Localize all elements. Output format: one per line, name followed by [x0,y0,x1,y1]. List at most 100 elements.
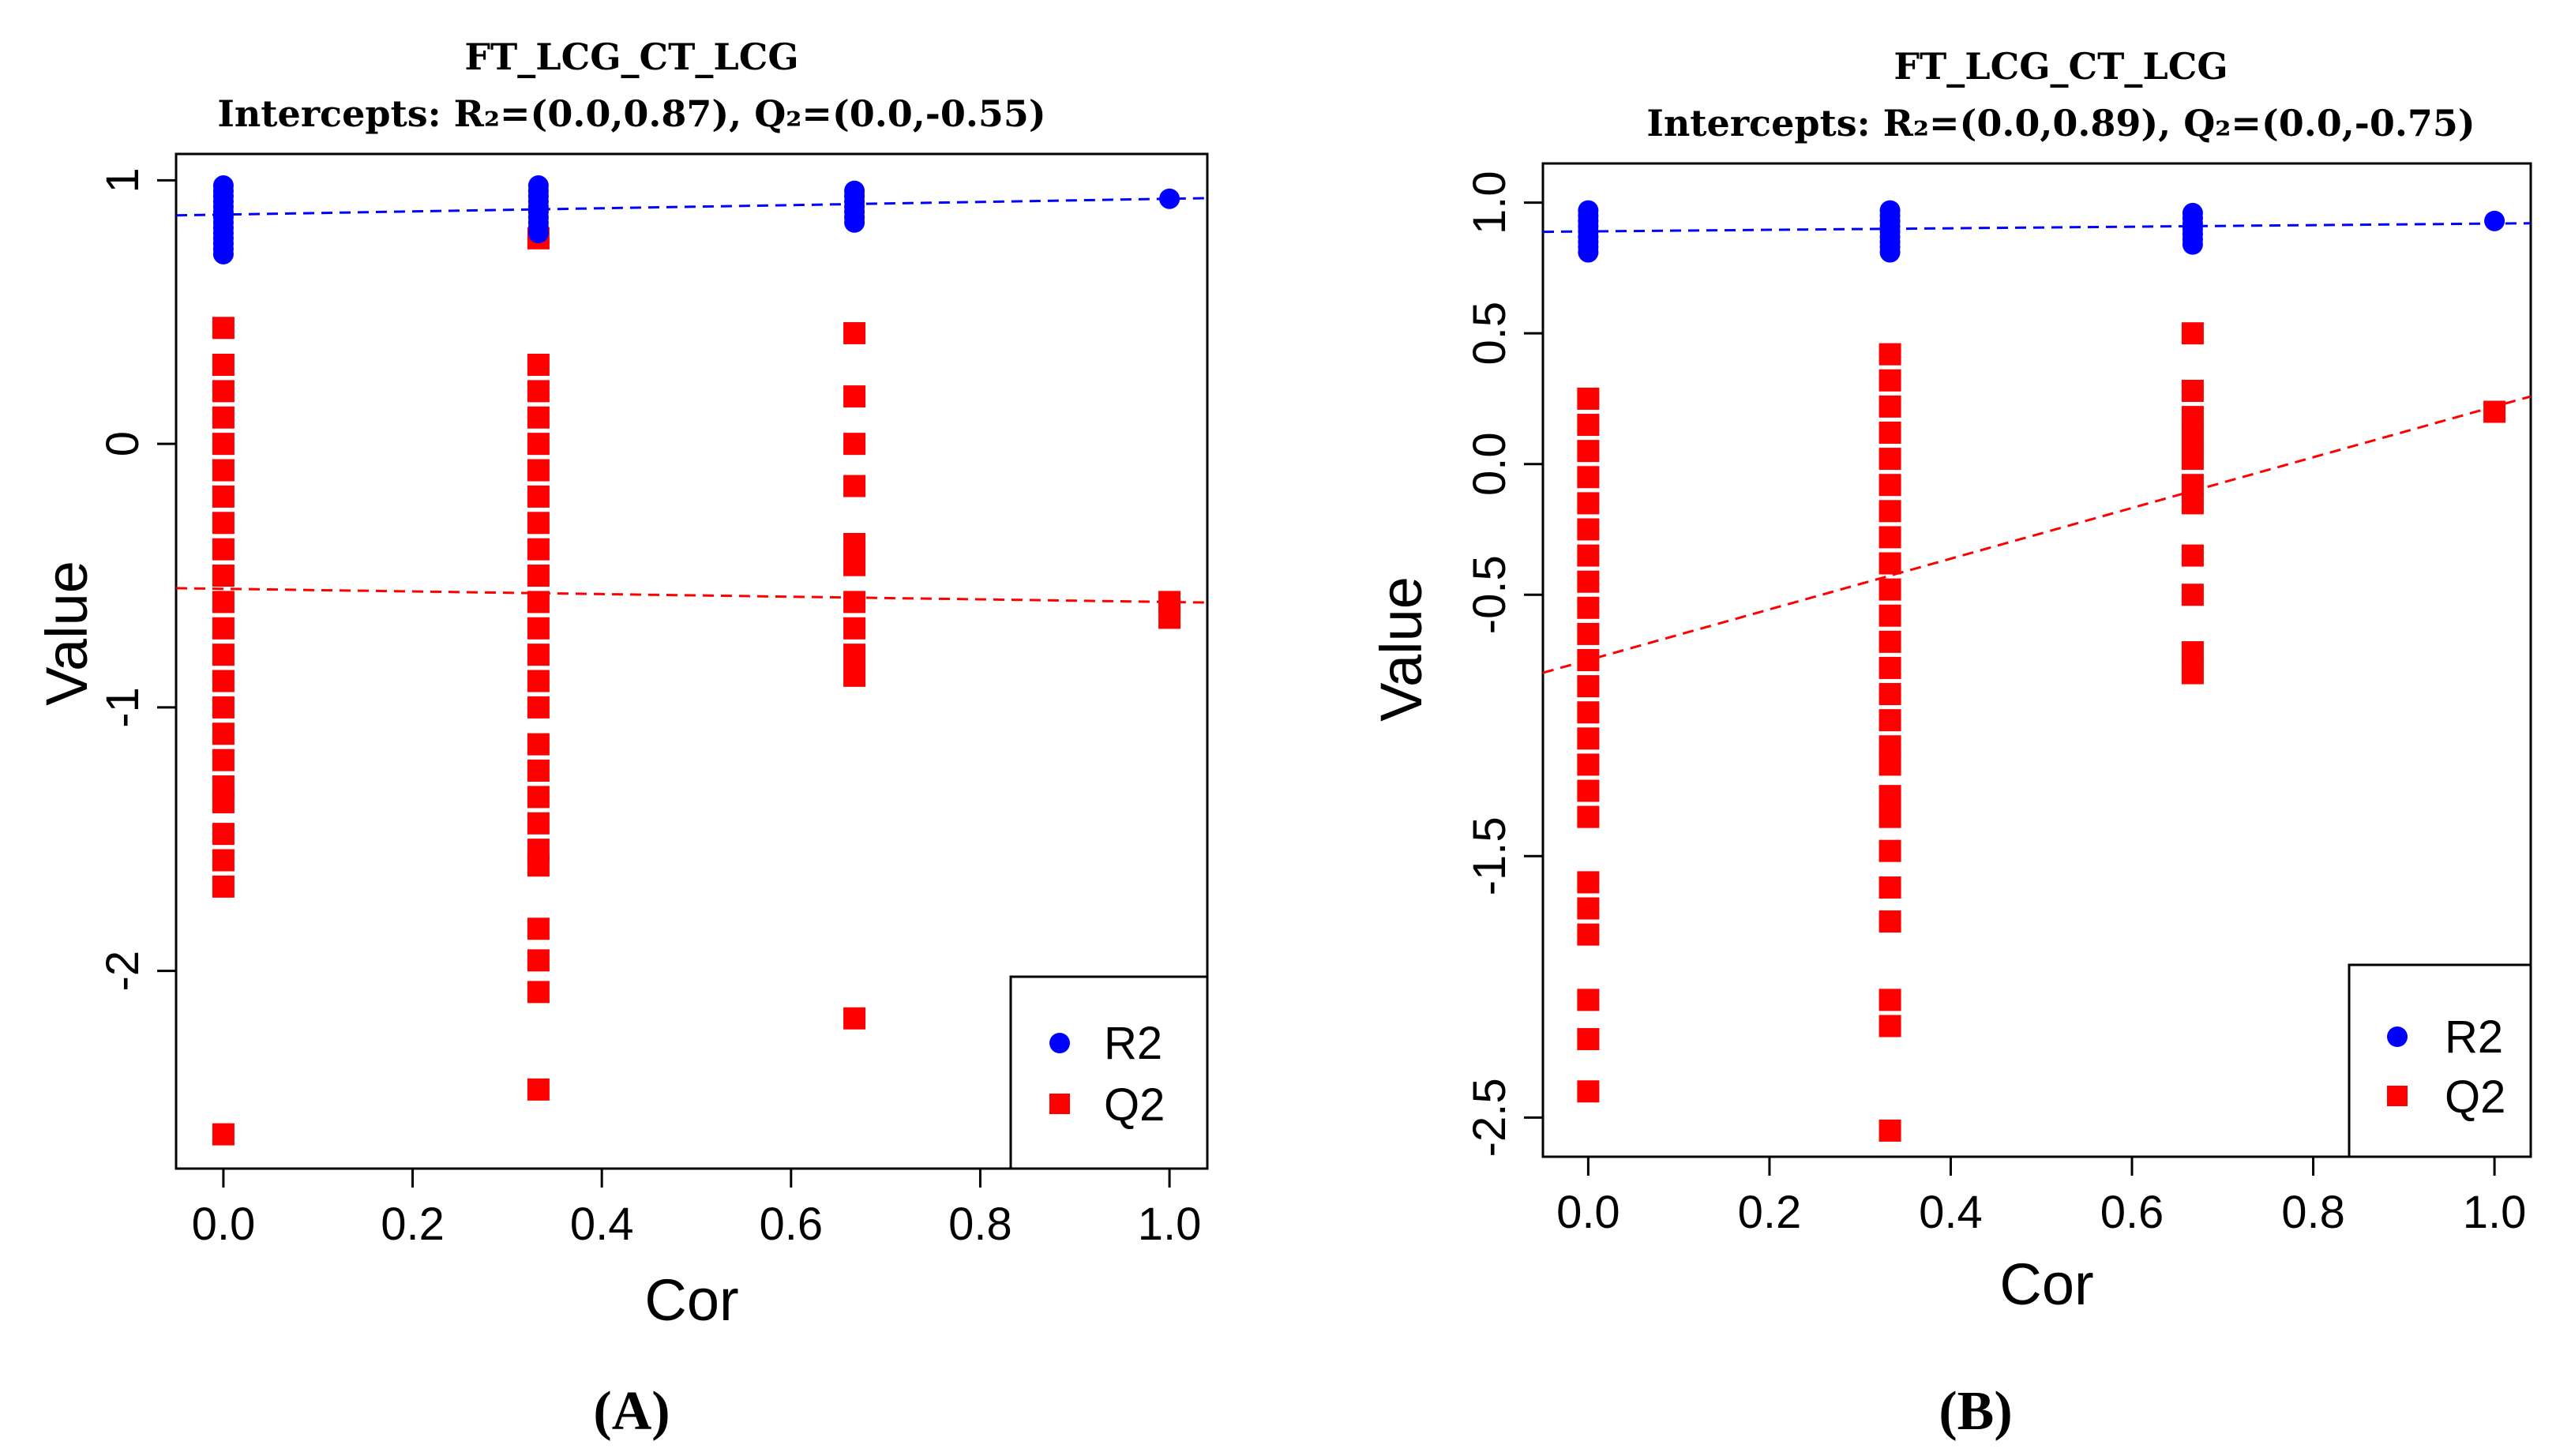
y-axis-label: Value [1368,576,1434,722]
q2-point [2181,641,2204,664]
q2-point [212,485,235,508]
r2-point [1578,242,1599,263]
q2-point [1879,656,1901,679]
q2-point [1577,414,1600,437]
q2-point [1879,876,1901,899]
legend-r2-label: R2 [1104,1018,1162,1069]
q2-point [843,433,866,456]
q2-point [212,749,235,771]
q2-point [212,823,235,846]
plot-frame [175,152,1209,1170]
r2-point [844,212,865,233]
q2-point [212,644,235,666]
legend: R2 Q2 [1009,975,1209,1170]
q2-point [1577,518,1600,541]
y-tick-label: -1.5 [1464,816,1515,895]
q2-point [527,380,550,403]
q2-point [1577,492,1600,515]
x-axis: 0.0 0.2 0.4 0.6 0.8 1.0 [1556,1157,2526,1238]
q2-point [1879,989,1901,1011]
q2-point [1879,910,1901,933]
q2-point [843,532,866,555]
q2-point [2181,380,2204,403]
legend-box [1009,975,1209,1170]
q2-point [1879,343,1901,366]
q2-point [527,538,550,561]
q2-point [1879,500,1901,523]
q2-point [1577,701,1600,724]
q2-point [527,591,550,614]
q2-point [212,591,235,614]
q2-point [1577,596,1600,619]
q2-point [527,760,550,782]
q2-point [2181,406,2204,429]
q2-point [1577,622,1600,645]
x-tick-label: 0.0 [1556,1187,1620,1238]
q2-point [1879,526,1901,549]
q2-point [527,354,550,377]
q2-point [527,644,550,666]
q2-point [527,406,550,429]
q2-point [212,791,235,814]
chart-panel-b: FT_LCG_CT_LCG Intercepts: R₂=(0.0,0.89),… [1368,45,2532,1442]
y-axis-label: Value [34,561,99,706]
q2-point [527,949,550,972]
q2-point [843,1007,866,1030]
x-axis: 0.0 0.2 0.4 0.6 0.8 1.0 [192,1169,1201,1250]
q2-point [527,786,550,809]
q2-point [212,317,235,340]
q2-point [212,354,235,377]
q2-point [212,722,235,745]
q2-point [212,380,235,403]
q2-point [1577,466,1600,489]
q2-point [527,1078,550,1101]
q2-point [527,485,550,508]
q2-point [1879,683,1901,706]
q2-point [1879,1015,1901,1038]
legend-r2-marker [1049,1033,1070,1053]
q2-point [1577,727,1600,750]
q2-point [1879,709,1901,732]
q2-point [212,1123,235,1146]
r2-regression-line [175,197,1208,217]
q2-point [212,565,235,587]
x-tick-label: 0.8 [2281,1187,2345,1238]
legend-q2-label: Q2 [1104,1079,1165,1131]
legend-q2-label: Q2 [2445,1071,2505,1123]
q2-point [212,538,235,561]
y-tick-label: -2.5 [1464,1078,1515,1157]
q2-point [1879,785,1901,808]
legend-q2-marker [1049,1094,1070,1114]
q2-point [2181,426,2204,449]
q2-point [1577,544,1600,567]
q2-point [843,321,866,344]
q2-point [212,849,235,872]
q2-point [1879,421,1901,444]
x-tick-label: 0.0 [192,1199,256,1250]
q2-point [843,554,866,576]
q2-point [1879,395,1901,418]
q2-point [2181,584,2204,606]
q2-point [1879,552,1901,575]
chart-title: FT_LCG_CT_LCG [1894,45,2228,88]
chart-marks [1542,200,2532,1142]
q2-point [1879,839,1901,862]
q2-point [1879,630,1901,653]
q2-point [1879,369,1901,392]
q2-point [1577,779,1600,802]
q2-point [2181,492,2204,515]
q2-point [843,664,866,687]
legend-box [2348,963,2532,1158]
q2-point [1879,578,1901,601]
q2-point [527,981,550,1004]
q2-point [1577,923,1600,946]
q2-point [1577,570,1600,593]
chart-panel-a: FT_LCG_CT_LCG Intercepts: R₂=(0.0,0.87),… [34,36,1209,1442]
q2-point [843,475,866,497]
panel-label: (B) [1939,1381,2012,1442]
q2-point [527,565,550,587]
y-tick-label: 0.0 [1464,432,1515,496]
x-tick-label: 0.6 [2100,1187,2164,1238]
x-tick-label: 0.4 [570,1199,634,1250]
q2-point [1879,474,1901,497]
